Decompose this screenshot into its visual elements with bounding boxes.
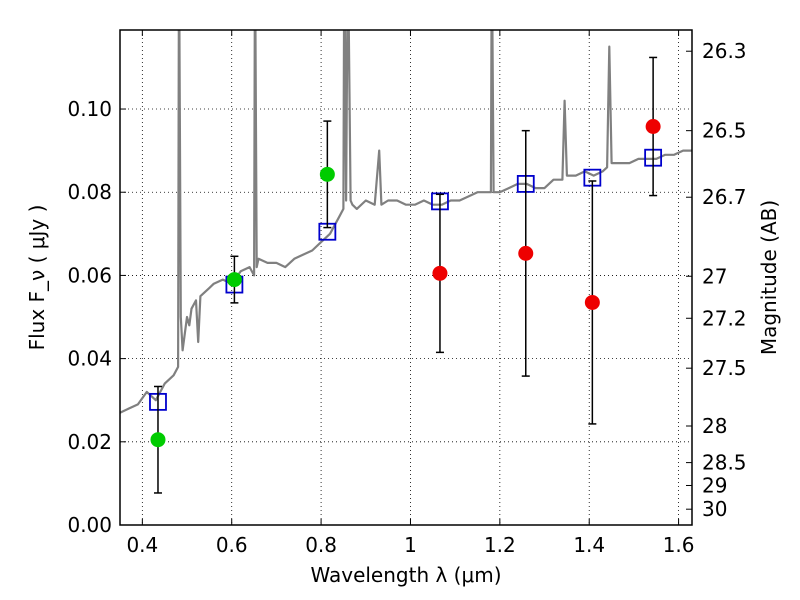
y-tick-label: 0.04 <box>67 347 112 371</box>
y-axis-right-label: Magnitude (AB) <box>757 200 781 355</box>
x-tick-label: 0.6 <box>216 533 248 557</box>
y-tick-label: 0.00 <box>67 513 112 537</box>
x-tick-label: 1 <box>404 533 417 557</box>
y-right-tick-label: 26.5 <box>702 119 747 143</box>
y-right-tick-label: 27 <box>702 264 727 288</box>
x-tick-label: 0.8 <box>305 533 337 557</box>
y-right-tick-label: 26.7 <box>702 185 747 209</box>
y-right-tick-label: 27.2 <box>702 306 747 330</box>
x-axis-label: Wavelength λ (μm) <box>310 563 501 587</box>
plot-frame <box>120 30 692 525</box>
y-right-tick-label: 28 <box>702 414 727 438</box>
y-tick-label: 0.02 <box>67 430 112 454</box>
y-tick-label: 0.10 <box>67 97 112 121</box>
y-tick-label: 0.06 <box>67 263 112 287</box>
y-axis-label: Flux F_ν ( μJy ) <box>25 205 49 351</box>
observed-point <box>320 167 335 182</box>
observed-point <box>227 272 242 287</box>
y-tick-label: 0.08 <box>67 180 112 204</box>
y-right-tick-label: 29 <box>702 473 727 497</box>
observed-point <box>518 246 533 261</box>
y-right-tick-label: 28.5 <box>702 451 747 475</box>
spectrum-line <box>120 0 692 413</box>
observed-point <box>432 266 447 281</box>
y-right-tick-label: 26.3 <box>702 39 747 63</box>
x-tick-label: 0.4 <box>126 533 158 557</box>
x-tick-label: 1.6 <box>663 533 695 557</box>
observed-point <box>646 119 661 134</box>
observed-point <box>585 295 600 310</box>
plot-area <box>120 0 692 493</box>
x-tick-label: 1.4 <box>573 533 605 557</box>
y-right-tick-label: 27.5 <box>702 356 747 380</box>
y-right-tick-label: 30 <box>702 497 727 521</box>
observed-point <box>150 432 165 447</box>
x-tick-label: 1.2 <box>484 533 516 557</box>
grid <box>120 30 692 525</box>
